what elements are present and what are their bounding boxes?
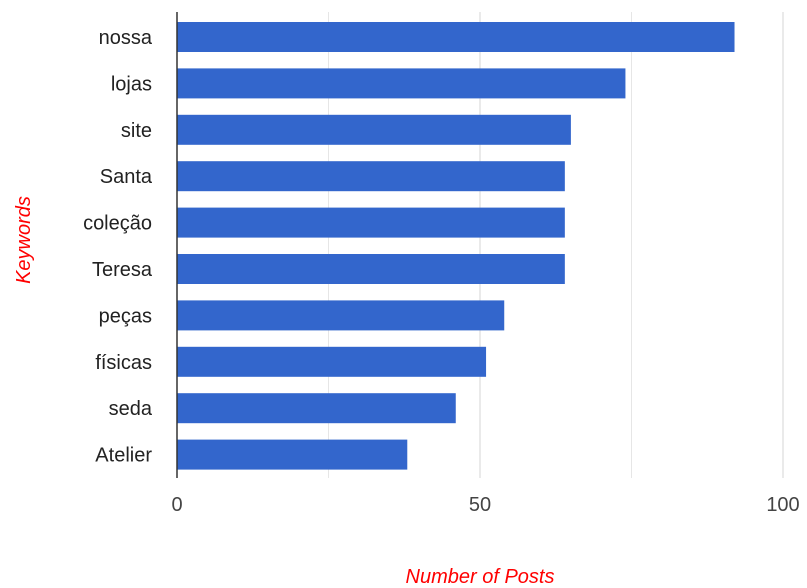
category-label: Atelier [95,445,152,467]
bar-5 [177,254,565,284]
x-tick-label: 100 [766,494,799,516]
category-label: seda [109,398,153,420]
category-label: Santa [100,166,153,188]
category-label: lojas [111,73,152,95]
category-label: nossa [99,27,153,49]
category-label: Teresa [92,259,153,281]
x-tick-label: 0 [171,494,182,516]
bar-7 [177,346,487,377]
bar-6 [177,300,505,331]
x-tick-label: 50 [469,494,491,516]
bar-3 [177,161,565,192]
bar-2 [177,114,571,145]
bar-4 [177,207,565,238]
category-label: coleção [83,213,152,235]
bars [177,22,735,470]
x-axis-title: Number of Posts [406,566,555,588]
category-label: peças [99,305,152,327]
category-labels: nossa lojas site Santa coleção Teresa peças fís… [83,27,153,467]
y-axis-title: Keywords [13,196,35,284]
category-label: site [121,120,152,142]
bar-0 [177,22,735,52]
category-label: físicas [95,352,152,374]
x-tick-labels: 0 50 100 [171,494,799,516]
bar-1 [177,68,626,99]
bar-8 [177,393,456,424]
bar-9 [177,439,408,470]
